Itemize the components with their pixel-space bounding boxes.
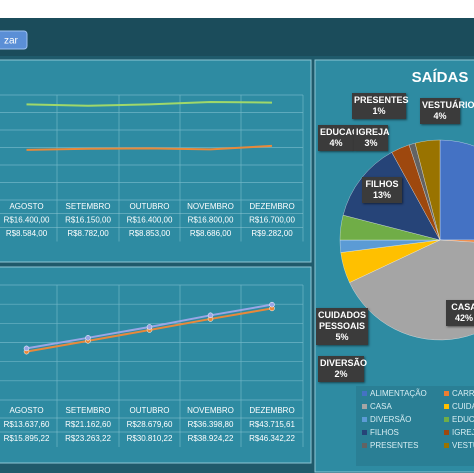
table-cell: R$43.715,61 [249, 420, 295, 429]
table-cell: R$38.924,22 [188, 434, 234, 443]
data-label: DIVERSÃO 2% [318, 356, 368, 382]
table-cell: R$9.282,00 [251, 229, 293, 238]
x-tick-label: OUTUBRO [130, 406, 170, 415]
table-cell: R$28.679,60 [127, 420, 173, 429]
label-name: FILHOS [365, 179, 399, 189]
label-name: IGREJA [356, 127, 390, 137]
x-tick-label: AGOSTO [9, 202, 43, 211]
data-label: VESTUÁRIO 4% [420, 98, 474, 124]
chart-title: SAÍDAS [412, 69, 469, 86]
label-value: 4% [433, 111, 447, 121]
legend-swatch [362, 443, 367, 448]
legend-swatch [444, 443, 449, 448]
table-cell: R$13.637,60 [4, 420, 50, 429]
label-name: VESTUÁRIO [422, 100, 474, 110]
legend-swatch [444, 404, 449, 409]
table-cell: R$23.263,22 [65, 434, 111, 443]
table-cell: R$8.782,00 [67, 229, 109, 238]
legend [356, 386, 474, 466]
x-tick-label: DEZEMBRO [249, 202, 294, 211]
legend-label: PRESENTES [370, 441, 418, 450]
label-name: EDUCAÇ [320, 127, 359, 137]
data-label: CUIDADOS PESSOAIS 5% [316, 308, 368, 345]
table-cell: R$30.810,22 [127, 434, 173, 443]
label-value: 13% [372, 190, 391, 200]
point [269, 301, 275, 308]
legend-label: DIVERSÃO [370, 415, 411, 424]
table-cell: R$16.400,00 [4, 216, 50, 225]
legend-label: EDUCA [452, 415, 474, 424]
legend-swatch [444, 391, 449, 396]
x-tick-label: NOVEMBRO [187, 406, 234, 415]
legend-label: CUIDA [452, 402, 474, 411]
data-label: PRESENTES 1% [352, 93, 409, 119]
x-tick-label: DEZEMBRO [249, 406, 294, 415]
legend-swatch [362, 404, 367, 409]
legend-swatch [444, 417, 449, 422]
label-value: 4% [329, 138, 343, 148]
legend-label: VESTU [452, 441, 474, 450]
label-name: DIVERSÃO [320, 358, 368, 368]
legend-label: CASA [370, 402, 392, 411]
slice [439, 139, 474, 241]
x-tick-label: NOVEMBRO [187, 202, 234, 211]
table-cell: R$21.162,60 [65, 420, 111, 429]
point [85, 335, 91, 341]
legend-label: IGREJA [452, 428, 474, 437]
label-name: PRESENTES [354, 95, 409, 105]
point [23, 345, 30, 352]
label-value: 2% [334, 369, 348, 379]
point [207, 312, 214, 319]
table-cell: R$36.398,80 [188, 420, 234, 429]
x-tick-label: OUTUBRO [130, 202, 170, 211]
legend-label: CARRO [452, 389, 474, 398]
table-cell: R$16.150,00 [65, 216, 111, 225]
data-label: CASA 42% [446, 300, 474, 326]
label-value: 42% [454, 313, 473, 323]
label-value: 1% [372, 106, 386, 116]
table-cell: R$16.400,00 [127, 216, 173, 225]
data-label: IGREJA 3% [354, 125, 390, 151]
button-label[interactable]: zar [4, 36, 19, 47]
legend-swatch [362, 430, 367, 435]
table-cell: R$8.584,00 [6, 229, 48, 238]
button[interactable] [0, 30, 28, 50]
legend-swatch [362, 391, 367, 396]
header-bar [0, 18, 474, 56]
table-cell: R$16.700,00 [249, 216, 295, 225]
series-line [26, 100, 273, 107]
legend-swatch [362, 417, 367, 422]
slice [414, 139, 441, 241]
point [146, 324, 153, 330]
x-tick-label: SETEMBRO [66, 406, 111, 415]
data-label: FILHOS 13% [362, 177, 402, 203]
table-cell: R$8.686,00 [190, 229, 232, 238]
table-cell: R$46.342,22 [249, 434, 295, 443]
x-tick-label: SETEMBRO [66, 202, 111, 211]
x-tick-label: AGOSTO [9, 406, 43, 415]
label-value: 3% [364, 138, 378, 148]
panel [0, 59, 312, 263]
legend-swatch [444, 430, 449, 435]
panel [0, 266, 312, 464]
table-cell: R$16.800,00 [188, 216, 234, 225]
table-cell: R$8.853,00 [129, 229, 171, 238]
series-line [26, 144, 273, 151]
table-cell: R$15.895,22 [4, 434, 50, 443]
label-name: CASA [451, 302, 474, 312]
label-name: CUIDADOS PESSOAIS [318, 310, 367, 331]
legend-label: ALIMENTAÇÃO [370, 389, 427, 398]
legend-label: FILHOS [370, 428, 399, 437]
label-value: 5% [335, 332, 349, 342]
data-label: EDUCAÇ 4% [318, 125, 359, 151]
